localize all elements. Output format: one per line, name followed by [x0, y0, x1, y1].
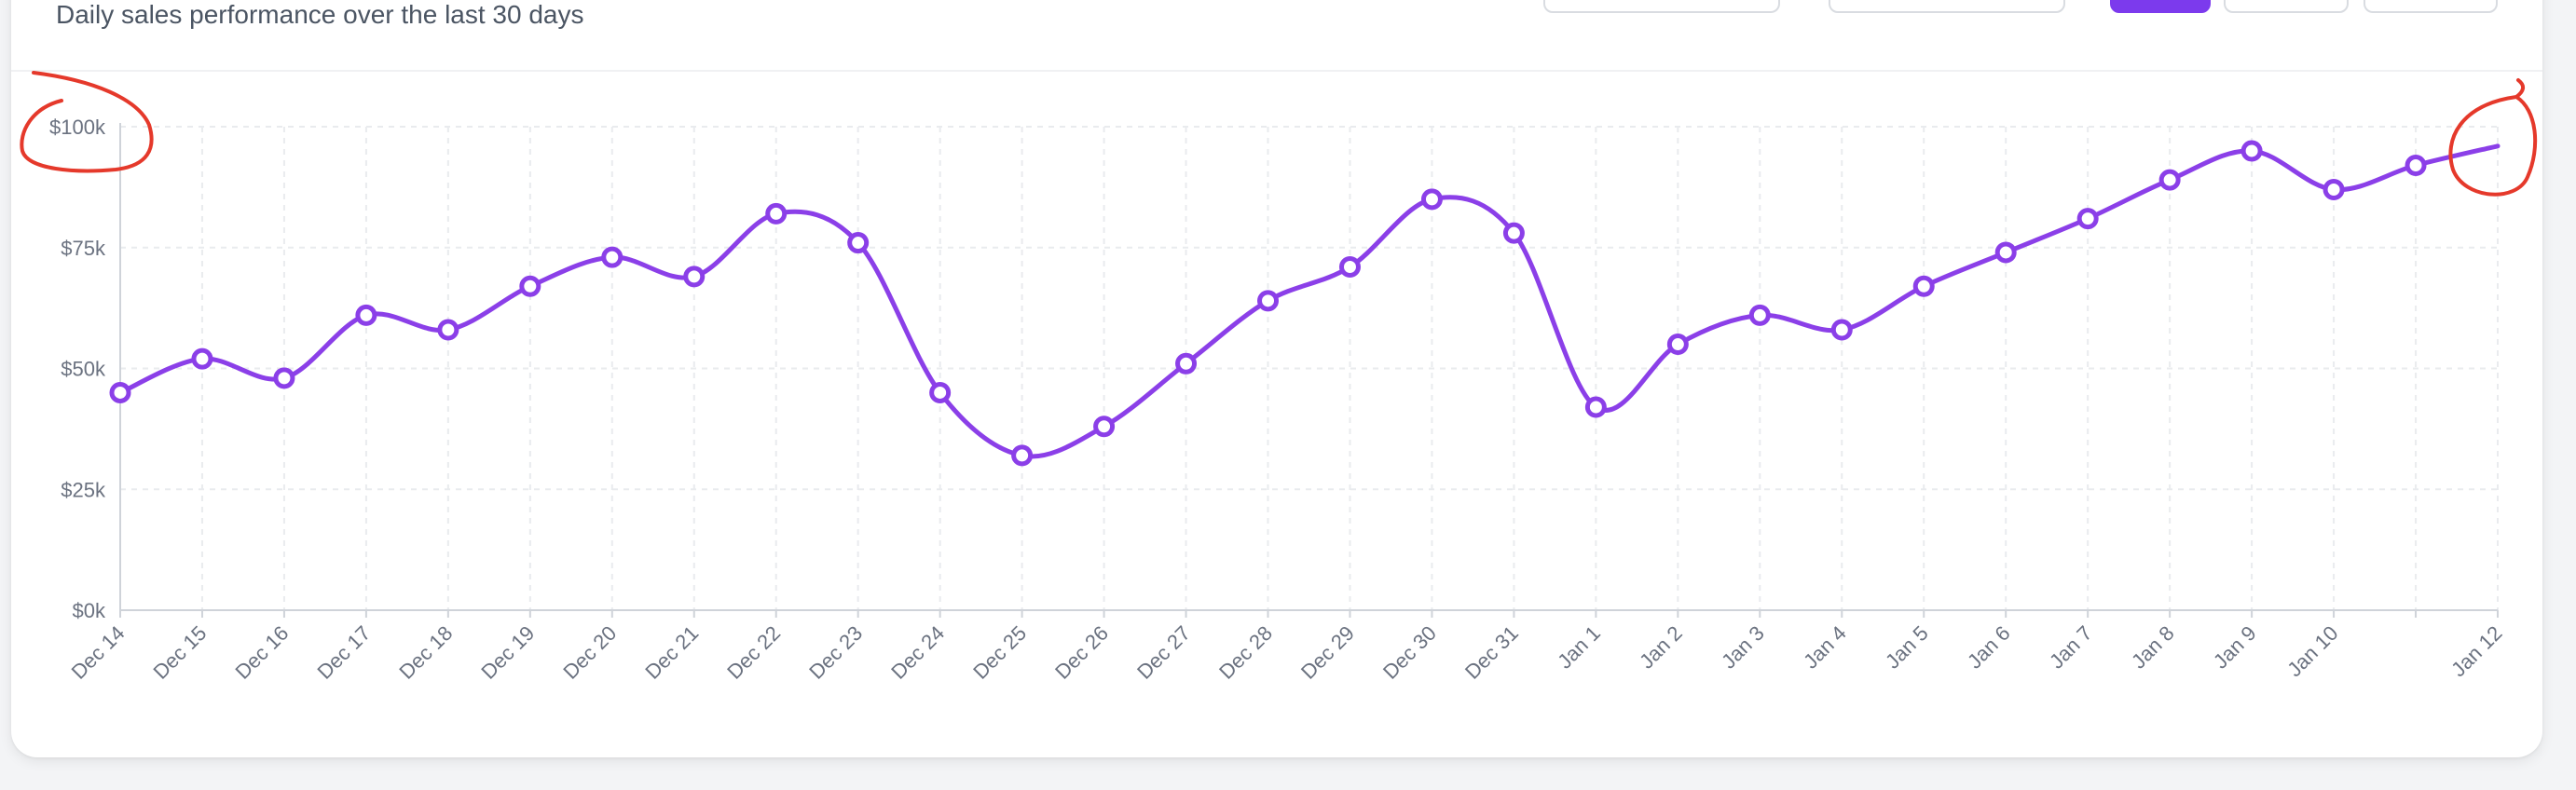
x-tick-labels: Dec 14 Dec 15 Dec 16 Dec 17 Dec 18 Dec 19 Dec …	[67, 621, 2507, 684]
x-tick-label: Dec 31	[1460, 621, 1523, 684]
x-tick-label: Dec 21	[640, 621, 703, 684]
x-tick-label: Dec 20	[558, 621, 621, 684]
y-tick-label: $75k	[61, 237, 106, 260]
chart-subtitle: Daily sales performance over the last 30…	[56, 0, 584, 29]
x-tick-label: Jan 4	[1799, 621, 1851, 674]
x-tick-label: Jan 10	[2282, 621, 2342, 681]
x-tick-label: Dec 25	[968, 621, 1031, 684]
x-tick-label: Jan 3	[1717, 621, 1769, 674]
x-tick-label: Dec 17	[312, 621, 375, 684]
annotation-circle-left	[20, 71, 154, 173]
data-point[interactable]	[765, 202, 788, 225]
x-tick-label: Dec 23	[804, 621, 867, 684]
axes	[119, 123, 2499, 618]
view-toggle-button[interactable]	[2224, 0, 2349, 13]
y-tick-label: $0k	[73, 599, 106, 622]
x-tick-label: Dec 14	[67, 621, 130, 684]
data-point[interactable]	[1666, 334, 1689, 356]
data-point[interactable]	[1584, 396, 1607, 418]
data-point[interactable]	[1830, 319, 1853, 341]
x-tick-label: Jan 1	[1553, 621, 1605, 674]
y-tick-labels: $0k $25k $50k $75k $100k	[49, 116, 106, 622]
x-tick-label: Dec 22	[722, 621, 785, 684]
data-point[interactable]	[601, 246, 623, 268]
data-point[interactable]	[1420, 188, 1443, 211]
data-point[interactable]	[437, 319, 459, 341]
x-tick-label: Dec 26	[1050, 621, 1113, 684]
x-tick-label: Jan 9	[2209, 621, 2261, 674]
x-tick-label: Dec 19	[476, 621, 539, 684]
data-point[interactable]	[2323, 178, 2345, 200]
data-point[interactable]	[929, 381, 952, 403]
data-point[interactable]	[519, 275, 541, 297]
grid-lines	[119, 126, 2499, 610]
view-toggle-active-button[interactable]	[2110, 0, 2211, 13]
data-point[interactable]	[1502, 222, 1525, 244]
data-point[interactable]	[1257, 290, 1280, 312]
data-points	[109, 140, 2427, 467]
data-point[interactable]	[2076, 208, 2099, 230]
x-tick-label: Jan 7	[2045, 621, 2097, 674]
series-line-layer	[117, 143, 2501, 459]
data-point[interactable]	[2240, 140, 2263, 162]
view-toggle-button[interactable]	[2364, 0, 2498, 13]
x-tick-label: Jan 8	[2127, 621, 2179, 674]
y-tick-label: $25k	[61, 478, 106, 501]
data-point[interactable]	[191, 347, 213, 370]
y-tick-label: $100k	[49, 116, 106, 139]
data-point[interactable]	[273, 367, 295, 389]
data-point[interactable]	[683, 266, 706, 288]
metric-select[interactable]	[1829, 0, 2065, 13]
x-tick-label: Dec 29	[1296, 621, 1359, 684]
data-point[interactable]	[1994, 241, 2017, 264]
x-tick-label: Dec 16	[230, 621, 293, 684]
y-tick-label: $50k	[61, 358, 106, 381]
data-point[interactable]	[847, 232, 870, 254]
header-divider	[11, 70, 2542, 72]
date-range-select[interactable]	[1543, 0, 1780, 13]
annotation-circle-right	[2448, 78, 2538, 197]
data-point[interactable]	[1011, 444, 1034, 467]
data-point[interactable]	[1912, 275, 1935, 297]
data-point[interactable]	[1748, 304, 1771, 326]
x-tick-label: Jan 6	[1963, 621, 2015, 674]
x-tick-label: Dec 18	[394, 621, 457, 684]
data-point[interactable]	[109, 381, 131, 403]
data-point[interactable]	[1338, 256, 1361, 279]
x-tick-label: Dec 24	[886, 621, 949, 684]
x-tick-label: Jan 12	[2446, 621, 2506, 681]
data-point[interactable]	[1175, 352, 1198, 375]
x-tick-label: Dec 28	[1214, 621, 1277, 684]
data-point[interactable]	[1093, 415, 1116, 438]
sales-series-line	[117, 143, 2501, 459]
data-point[interactable]	[2405, 155, 2427, 177]
data-point[interactable]	[355, 304, 377, 326]
x-tick-label: Dec 27	[1132, 621, 1195, 684]
x-tick-label: Jan 2	[1635, 621, 1687, 674]
x-tick-label: Dec 15	[149, 621, 212, 684]
x-tick-label: Dec 30	[1378, 621, 1441, 684]
data-point[interactable]	[2158, 169, 2181, 191]
annotations	[20, 71, 2538, 197]
x-tick-label: Jan 5	[1881, 621, 1933, 674]
